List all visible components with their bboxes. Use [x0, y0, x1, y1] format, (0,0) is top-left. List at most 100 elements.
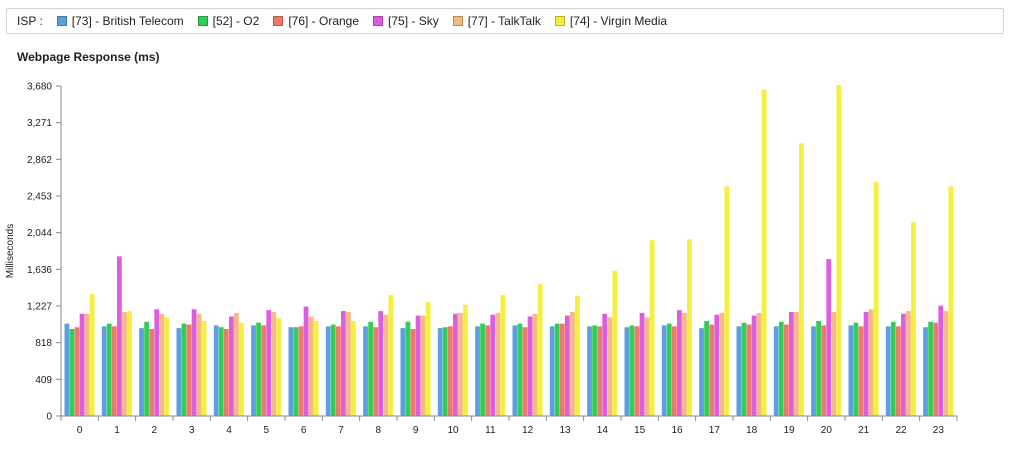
bar[interactable]	[634, 326, 640, 416]
bar[interactable]	[522, 327, 528, 416]
bar[interactable]	[890, 321, 896, 416]
bar[interactable]	[756, 312, 762, 416]
bar[interactable]	[293, 327, 299, 416]
bar[interactable]	[89, 294, 95, 416]
bar[interactable]	[644, 317, 650, 416]
bar[interactable]	[276, 318, 282, 416]
bar[interactable]	[400, 328, 406, 416]
bar[interactable]	[911, 222, 916, 416]
bar[interactable]	[127, 311, 132, 416]
bar[interactable]	[485, 325, 491, 416]
bar[interactable]	[341, 311, 346, 416]
bar[interactable]	[629, 325, 635, 416]
bar[interactable]	[500, 294, 506, 416]
bar[interactable]	[218, 327, 224, 416]
bar[interactable]	[288, 327, 294, 416]
bar[interactable]	[256, 322, 261, 416]
bar[interactable]	[495, 312, 501, 416]
bar[interactable]	[447, 326, 453, 416]
bar[interactable]	[363, 326, 368, 416]
bar[interactable]	[639, 312, 645, 416]
bar[interactable]	[201, 320, 207, 416]
bar[interactable]	[602, 313, 608, 416]
bar[interactable]	[415, 315, 421, 416]
bar[interactable]	[176, 328, 182, 416]
bar[interactable]	[719, 312, 725, 416]
bar[interactable]	[196, 313, 202, 416]
bar[interactable]	[549, 326, 555, 416]
bar[interactable]	[799, 143, 804, 417]
bar[interactable]	[746, 324, 752, 416]
bar[interactable]	[773, 326, 779, 416]
bar[interactable]	[69, 329, 75, 416]
bar[interactable]	[724, 186, 730, 416]
bar[interactable]	[383, 314, 389, 416]
bar[interactable]	[234, 312, 239, 416]
bar[interactable]	[139, 328, 144, 416]
bar[interactable]	[368, 321, 373, 416]
bar[interactable]	[687, 239, 692, 416]
bar[interactable]	[229, 316, 234, 416]
bar[interactable]	[565, 315, 570, 416]
bar[interactable]	[463, 304, 468, 416]
bar[interactable]	[144, 321, 149, 416]
bar[interactable]	[346, 311, 351, 416]
bar[interactable]	[330, 324, 336, 416]
bar[interactable]	[154, 309, 160, 416]
bar[interactable]	[437, 328, 443, 416]
bar[interactable]	[425, 302, 431, 416]
bar[interactable]	[671, 326, 677, 416]
bar[interactable]	[895, 326, 901, 416]
bar[interactable]	[789, 311, 794, 416]
bar[interactable]	[458, 312, 463, 416]
bar[interactable]	[923, 327, 928, 416]
bar[interactable]	[191, 309, 197, 416]
bar[interactable]	[863, 311, 869, 416]
bar[interactable]	[480, 323, 485, 416]
bar[interactable]	[213, 325, 219, 416]
bar[interactable]	[223, 329, 229, 416]
bar[interactable]	[826, 259, 832, 416]
bar[interactable]	[122, 311, 127, 416]
bar[interactable]	[420, 315, 426, 416]
bar[interactable]	[848, 325, 854, 416]
bar[interactable]	[537, 284, 543, 416]
bar[interactable]	[351, 320, 356, 416]
bar[interactable]	[587, 326, 592, 416]
bar[interactable]	[901, 313, 906, 416]
bar[interactable]	[778, 321, 784, 416]
bar[interactable]	[933, 322, 939, 416]
bar[interactable]	[858, 326, 864, 416]
bar[interactable]	[186, 324, 192, 416]
bar[interactable]	[410, 329, 416, 416]
bar[interactable]	[709, 324, 715, 416]
bar[interactable]	[335, 326, 341, 416]
bar[interactable]	[271, 311, 277, 416]
bar[interactable]	[490, 314, 496, 416]
bar[interactable]	[512, 325, 518, 416]
bar[interactable]	[751, 315, 757, 416]
bar[interactable]	[303, 306, 309, 416]
bar[interactable]	[948, 186, 954, 416]
bar[interactable]	[906, 311, 911, 416]
bar[interactable]	[308, 316, 314, 416]
bar[interactable]	[811, 326, 816, 416]
bar[interactable]	[517, 323, 523, 416]
bar[interactable]	[666, 323, 672, 416]
bar[interactable]	[453, 313, 458, 416]
bar[interactable]	[885, 326, 891, 416]
bar[interactable]	[405, 321, 411, 416]
bar[interactable]	[64, 323, 70, 416]
bar[interactable]	[373, 327, 379, 416]
bar[interactable]	[783, 324, 789, 416]
bar[interactable]	[181, 323, 187, 416]
bar[interactable]	[559, 323, 565, 416]
bar[interactable]	[868, 309, 874, 416]
bar[interactable]	[475, 326, 480, 416]
legend-item-orange[interactable]: [76] - Orange	[273, 14, 359, 28]
bar[interactable]	[101, 326, 107, 416]
bar[interactable]	[313, 320, 319, 416]
bar[interactable]	[821, 325, 827, 416]
bar[interactable]	[159, 313, 165, 416]
bar[interactable]	[612, 270, 618, 416]
